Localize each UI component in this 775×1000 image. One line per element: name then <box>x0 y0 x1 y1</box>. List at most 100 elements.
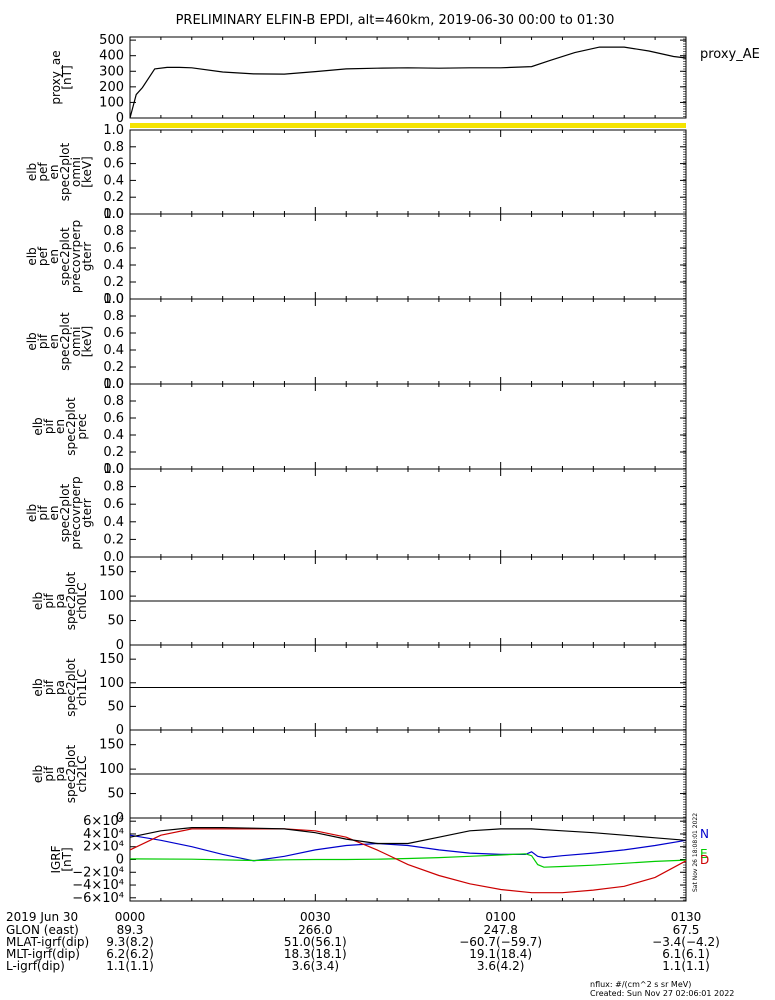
y-tick-label: 0.8 <box>103 309 124 324</box>
x-tick-value: 1.1(1.1) <box>662 959 710 973</box>
y-axis-label-line: spec2plot <box>58 312 72 371</box>
y-axis-label-line: en <box>47 334 61 349</box>
y-axis-label-line: [nT] <box>60 65 74 89</box>
y-tick-label: 0.0 <box>103 292 124 307</box>
y-axis-label-line: elb <box>31 678 45 696</box>
y-tick-label: 0.8 <box>103 480 124 495</box>
y-tick-label: 1.0 <box>103 377 124 392</box>
x-row-label: GLON (east) <box>6 923 79 937</box>
y-axis-label-line: pif <box>36 505 50 521</box>
y-tick-label: 0.2 <box>103 445 124 460</box>
y-axis-label-line: spec2plot <box>64 571 78 630</box>
y-tick-label: 50 <box>107 614 124 629</box>
igrf-series-d <box>129 828 687 894</box>
status-bar <box>130 123 686 128</box>
y-tick-label: 1.0 <box>103 462 124 477</box>
y-tick-label: −4×10⁴ <box>72 878 124 893</box>
y-axis-label-line: pif <box>36 333 50 349</box>
x-tick-value: −60.7(−59.7) <box>459 935 542 949</box>
y-axis-label-line: precovrperp <box>69 220 83 293</box>
y-tick-label: 0.8 <box>103 140 124 155</box>
y-tick-label: 0 <box>116 111 124 126</box>
y-tick-label: 0.0 <box>103 550 124 565</box>
panel-frame <box>129 468 687 558</box>
y-tick-label: 0.8 <box>103 224 124 239</box>
y-tick-label: 0 <box>116 853 124 868</box>
x-tick-value: 89.3 <box>117 923 144 937</box>
y-axis-label-line: spec2plot <box>64 658 78 717</box>
y-axis-label-line: spec2plot <box>64 744 78 803</box>
y-axis-label-line: pa <box>53 594 67 609</box>
y-tick-label: 1.0 <box>103 207 124 222</box>
y-axis-label-line: en <box>47 165 61 180</box>
y-axis-label-line: gterr <box>80 242 94 271</box>
y-axis-label-line: spec2plot <box>58 227 72 286</box>
y-tick-label: 100 <box>99 762 124 777</box>
y-tick-label: 0.0 <box>103 377 124 392</box>
x-row-label: MLT-igrf(dip) <box>6 947 80 961</box>
y-tick-label: 0.6 <box>103 241 124 256</box>
y-tick-label: 0.4 <box>103 343 124 358</box>
y-axis-label-line: spec2plot <box>58 483 72 542</box>
y-axis-label-line: precovrperp <box>69 476 83 549</box>
x-tick-value: 6.2(6.2) <box>106 947 154 961</box>
y-tick-label: −2×10⁴ <box>72 865 124 880</box>
y-tick-label: 6×10⁴ <box>83 814 124 829</box>
igrf-series-n <box>129 834 687 862</box>
y-axis-label-line: elb <box>31 417 45 435</box>
y-axis-label-line: [keV] <box>80 156 94 187</box>
y-tick-label: 0 <box>116 723 124 738</box>
y-axis-label-line: elb <box>25 504 39 522</box>
igrf-series-e <box>129 853 687 868</box>
y-tick-label: 400 <box>99 49 124 64</box>
x-tick-value: 6.1(6.1) <box>662 947 710 961</box>
y-axis-label-line: prec <box>75 413 89 439</box>
y-axis-label-line: omni <box>69 327 83 357</box>
y-tick-label: 1.0 <box>103 292 124 307</box>
y-axis-label-line: pif <box>42 679 56 695</box>
x-tick-value: 9.3(8.2) <box>106 935 154 949</box>
y-tick-label: 0.4 <box>103 258 124 273</box>
y-tick-label: 100 <box>99 589 124 604</box>
panel-elb_pif_omni: 1.0 0.8 0.6 0.4 0.2 0.0 elbpifenspec2plotomni[… <box>25 292 687 392</box>
y-tick-label: 200 <box>99 80 124 95</box>
x-row-label: L-igrf(dip) <box>6 959 65 973</box>
y-tick-label: −6×10⁴ <box>72 891 124 906</box>
created-timestamp: Created: Sun Nov 27 02:06:01 2022 <box>590 989 735 998</box>
y-axis-label-line: en <box>47 506 61 521</box>
y-tick-label: 0.0 <box>103 462 124 477</box>
y-axis-label-line: elb <box>25 247 39 265</box>
y-tick-label: 0.8 <box>103 394 124 409</box>
y-tick-label: 2×10⁴ <box>83 840 124 855</box>
y-tick-label: 0 <box>116 811 124 826</box>
x-tick-value: 247.8 <box>483 923 517 937</box>
y-tick-label: 0.6 <box>103 157 124 172</box>
y-tick-label: 0.2 <box>103 360 124 375</box>
legend-d: D <box>700 853 709 867</box>
y-tick-label: 0.4 <box>103 428 124 443</box>
y-axis-label-line: gterr <box>80 498 94 527</box>
flux-units: nflux: #/(cm^2 s sr MeV) <box>590 980 692 989</box>
proxy-ae-line <box>129 46 687 119</box>
y-axis-label-line: proxy_ae <box>49 50 63 104</box>
y-axis-label-line: ch2LC <box>75 756 89 793</box>
x-tick-value: 0030 <box>300 910 331 924</box>
y-tick-label: 0.2 <box>103 190 124 205</box>
x-row-label: 2019 Jun 30 <box>6 910 78 924</box>
x-tick-value: 3.6(4.2) <box>477 959 525 973</box>
y-axis-label-line: pif <box>42 766 56 782</box>
side-timestamp: Sat Nov 26 18:08:01 2022 <box>692 813 699 892</box>
y-tick-label: 50 <box>107 787 124 802</box>
plot-title: PRELIMINARY ELFIN-B EPDI, alt=460km, 201… <box>176 13 615 28</box>
panel-frame <box>129 213 687 300</box>
y-axis-label-line: ch1LC <box>75 669 89 706</box>
y-tick-label: 0.6 <box>103 497 124 512</box>
y-tick-label: 0.2 <box>103 532 124 547</box>
legend-n: N <box>700 827 709 841</box>
x-tick-value: 18.3(18.1) <box>284 947 347 961</box>
